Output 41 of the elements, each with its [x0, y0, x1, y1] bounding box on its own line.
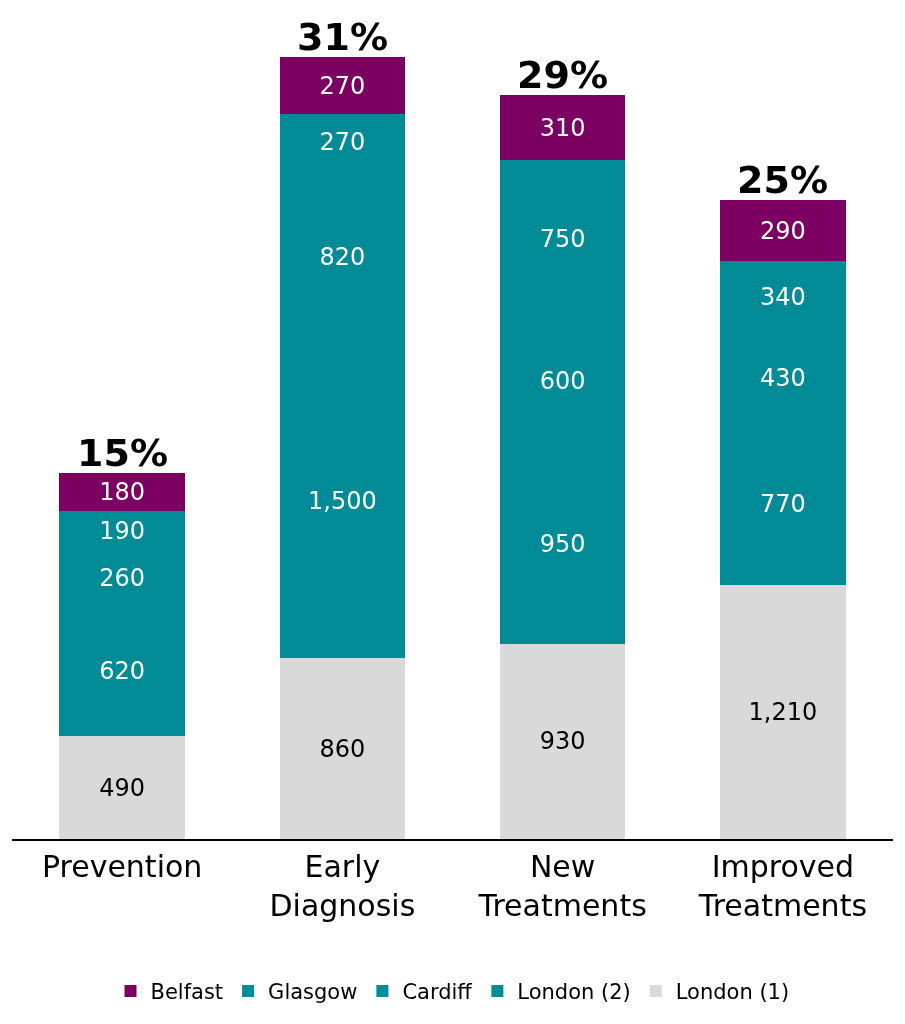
data-label: 1,210	[748, 697, 818, 726]
legend-label: Glasgow	[268, 980, 358, 1005]
bar	[720, 200, 846, 262]
annotation: 15%	[77, 431, 168, 475]
annotation: 29%	[517, 53, 608, 97]
bar	[279, 658, 406, 839]
data-label: 430	[759, 363, 806, 392]
bar	[279, 57, 406, 114]
x-tick-label: Improved Treatments	[697, 849, 868, 923]
data-label: 260	[99, 564, 146, 593]
data-label: 820	[319, 242, 366, 271]
data-label: 950	[539, 529, 586, 558]
data-label: 190	[99, 517, 146, 546]
bar	[59, 473, 185, 512]
x-tick-label: Early Diagnosis	[269, 849, 416, 923]
data-label: 600	[539, 366, 586, 395]
x-tick-label: New Treatments	[477, 849, 647, 923]
annotation: 25%	[737, 158, 828, 202]
data-label: 750	[539, 225, 586, 253]
data-label: 310	[539, 113, 586, 142]
data-label: 860	[319, 734, 366, 763]
legend-label: London (1)	[675, 980, 790, 1005]
data-label: 930	[539, 727, 586, 756]
legend-label: Belfast	[150, 980, 224, 1005]
x-tick-label: Prevention	[41, 849, 203, 884]
data-label: 290	[759, 216, 806, 245]
bar	[499, 95, 626, 161]
data-label: 270	[319, 71, 366, 100]
legend-label: London (2)	[517, 980, 631, 1005]
annotation: 31%	[297, 15, 388, 59]
bar	[59, 736, 185, 839]
bar	[720, 584, 846, 839]
legend-label: Cardiff	[402, 980, 473, 1005]
data-label: 340	[759, 282, 806, 311]
data-label: 1,500	[308, 486, 377, 515]
data-label: 490	[99, 773, 146, 802]
data-label: 620	[99, 656, 146, 685]
data-label: 180	[99, 478, 146, 507]
data-label: 770	[759, 489, 806, 518]
data-label: 270	[319, 128, 366, 157]
bar	[499, 643, 626, 839]
